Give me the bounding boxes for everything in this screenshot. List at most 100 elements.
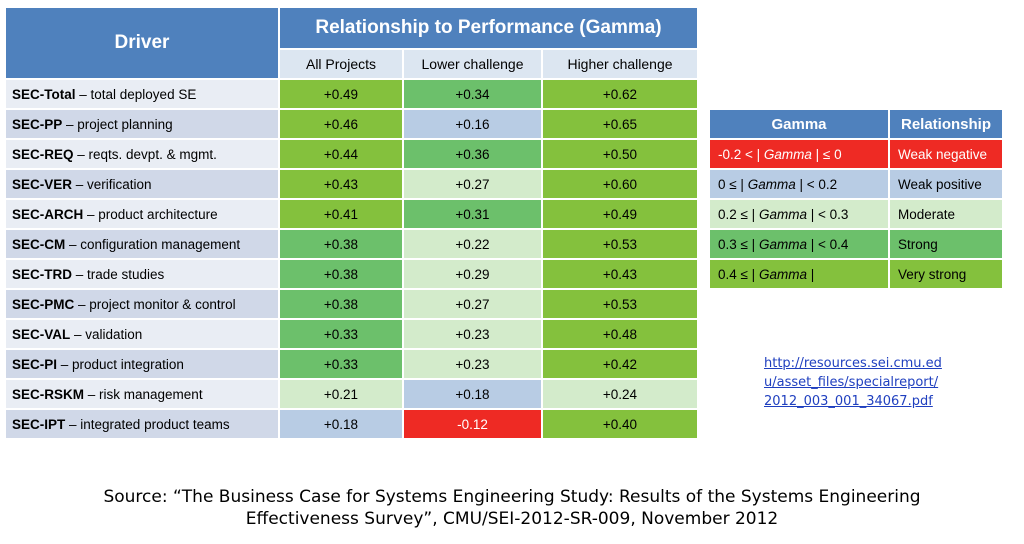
column-header-higher-challenge: Higher challenge bbox=[543, 50, 697, 78]
gamma-value-cell: +0.22 bbox=[404, 230, 541, 258]
gamma-value-cell: +0.44 bbox=[280, 140, 402, 168]
driver-code: SEC-ARCH bbox=[12, 206, 84, 222]
legend-range: 0 ≤ | Gamma | < 0.2 bbox=[710, 170, 888, 198]
driver-cell: SEC-CM – configuration management bbox=[6, 230, 278, 258]
source-citation: Source: “The Business Case for Systems E… bbox=[0, 486, 1024, 530]
driver-cell: SEC-PI – product integration bbox=[6, 350, 278, 378]
gamma-value-cell: +0.43 bbox=[280, 170, 402, 198]
column-header-lower-challenge: Lower challenge bbox=[404, 50, 541, 78]
driver-description: – reqts. devpt. & mgmt. bbox=[73, 146, 217, 162]
driver-code: SEC-VAL bbox=[12, 326, 71, 342]
source-link[interactable]: http://resources.sei.cmu.ed u/asset_file… bbox=[764, 354, 964, 411]
legend-relationship: Strong bbox=[890, 230, 1002, 258]
driver-description: – total deployed SE bbox=[75, 86, 197, 102]
gamma-value-cell: +0.36 bbox=[404, 140, 541, 168]
table-row: SEC-Total – total deployed SE +0.49 +0.34 +… bbox=[6, 80, 697, 108]
gamma-value-cell: +0.46 bbox=[280, 110, 402, 138]
legend-relationship: Weak negative bbox=[890, 140, 1002, 168]
gamma-value-cell: -0.12 bbox=[404, 410, 541, 438]
source-link-line-1[interactable]: http://resources.sei.cmu.ed bbox=[764, 356, 942, 371]
driver-code: SEC-REQ bbox=[12, 146, 74, 162]
gamma-value-cell: +0.38 bbox=[280, 290, 402, 318]
gamma-value-cell: +0.16 bbox=[404, 110, 541, 138]
gamma-value-cell: +0.60 bbox=[543, 170, 697, 198]
legend-row: 0.2 ≤ | Gamma | < 0.3 Moderate bbox=[710, 200, 1002, 228]
gamma-value-cell: +0.50 bbox=[543, 140, 697, 168]
legend-range-suffix: | bbox=[806, 266, 815, 282]
gamma-value-cell: +0.18 bbox=[404, 380, 541, 408]
driver-description: – product integration bbox=[57, 356, 184, 372]
source-citation-line-2: Effectiveness Survey”, CMU/SEI-2012-SR-0… bbox=[245, 509, 779, 529]
gamma-value-cell: +0.34 bbox=[404, 80, 541, 108]
gamma-value-cell: +0.38 bbox=[280, 260, 402, 288]
table-row: SEC-PMC – project monitor & control +0.38… bbox=[6, 290, 697, 318]
legend-range-variable: Gamma bbox=[758, 236, 807, 252]
gamma-value-cell: +0.38 bbox=[280, 230, 402, 258]
legend-relationship: Very strong bbox=[890, 260, 1002, 288]
gamma-value-cell: +0.40 bbox=[543, 410, 697, 438]
driver-description: – product architecture bbox=[83, 206, 218, 222]
driver-description: – integrated product teams bbox=[65, 416, 230, 432]
legend-range-variable: Gamma bbox=[747, 176, 796, 192]
source-link-line-3[interactable]: 2012_003_001_34067.pdf bbox=[764, 394, 933, 409]
table-row: SEC-IPT – integrated product teams +0.18-… bbox=[6, 410, 697, 438]
legend-row: -0.2 < | Gamma | ≤ 0 Weak negative bbox=[710, 140, 1002, 168]
driver-description: – verification bbox=[72, 176, 152, 192]
driver-code: SEC-CM bbox=[12, 236, 66, 252]
driver-cell: SEC-TRD – trade studies bbox=[6, 260, 278, 288]
gamma-value-cell: +0.53 bbox=[543, 290, 697, 318]
gamma-value-cell: +0.41 bbox=[280, 200, 402, 228]
legend-range-prefix: -0.2 < | bbox=[718, 146, 764, 162]
legend-range-suffix: | < 0.4 bbox=[806, 236, 849, 252]
driver-cell: SEC-IPT – integrated product teams bbox=[6, 410, 278, 438]
gamma-value-cell: +0.27 bbox=[404, 290, 541, 318]
table-row: SEC-ARCH – product architecture +0.41 +0.3… bbox=[6, 200, 697, 228]
legend-range-suffix: | ≤ 0 bbox=[811, 146, 842, 162]
source-link-line-2[interactable]: u/asset_files/specialreport/ bbox=[764, 375, 939, 390]
legend-range: 0.3 ≤ | Gamma | < 0.4 bbox=[710, 230, 888, 258]
gamma-value-cell: +0.24 bbox=[543, 380, 697, 408]
legend-header-gamma: Gamma bbox=[710, 110, 888, 138]
table-row: SEC-TRD – trade studies +0.38 +0.29 +0.43 bbox=[6, 260, 697, 288]
gamma-value-cell: +0.49 bbox=[280, 80, 402, 108]
relationship-header: Relationship to Performance (Gamma) bbox=[280, 8, 697, 48]
table-row: SEC-PI – product integration +0.33 +0.23 +0… bbox=[6, 350, 697, 378]
legend-range-variable: Gamma bbox=[763, 146, 812, 162]
legend-range: 0.4 ≤ | Gamma | bbox=[710, 260, 888, 288]
table-row: SEC-RSKM – risk management +0.21 +0.18 +0.2… bbox=[6, 380, 697, 408]
gamma-value-cell: +0.62 bbox=[543, 80, 697, 108]
driver-code: SEC-PP bbox=[12, 116, 63, 132]
legend-range-suffix: | < 0.2 bbox=[795, 176, 838, 192]
table-row: SEC-PP – project planning +0.46 +0.16 +0.65 bbox=[6, 110, 697, 138]
gamma-value-cell: +0.31 bbox=[404, 200, 541, 228]
gamma-value-cell: +0.53 bbox=[543, 230, 697, 258]
gamma-value-cell: +0.65 bbox=[543, 110, 697, 138]
driver-description: – project planning bbox=[62, 116, 173, 132]
driver-description: – risk management bbox=[84, 386, 203, 402]
legend-range-suffix: | < 0.3 bbox=[806, 206, 849, 222]
legend-range-prefix: 0 ≤ | bbox=[718, 176, 748, 192]
gamma-value-cell: +0.21 bbox=[280, 380, 402, 408]
legend-range-prefix: 0.2 ≤ | bbox=[718, 206, 759, 222]
legend-relationship: Weak positive bbox=[890, 170, 1002, 198]
driver-header: Driver bbox=[6, 8, 278, 78]
legend-range-prefix: 0.4 ≤ | bbox=[718, 266, 759, 282]
driver-code: SEC-RSKM bbox=[12, 386, 85, 402]
driver-code: SEC-IPT bbox=[12, 416, 66, 432]
legend-range: 0.2 ≤ | Gamma | < 0.3 bbox=[710, 200, 888, 228]
gamma-value-cell: +0.23 bbox=[404, 320, 541, 348]
driver-cell: SEC-REQ – reqts. devpt. & mgmt. bbox=[6, 140, 278, 168]
legend-body: -0.2 < | Gamma | ≤ 0 Weak negative 0 ≤ | G… bbox=[710, 140, 1002, 288]
gamma-value-cell: +0.49 bbox=[543, 200, 697, 228]
driver-description: – project monitor & control bbox=[74, 296, 236, 312]
driver-cell: SEC-PMC – project monitor & control bbox=[6, 290, 278, 318]
gamma-value-cell: +0.27 bbox=[404, 170, 541, 198]
gamma-value-cell: +0.43 bbox=[543, 260, 697, 288]
column-header-all-projects: All Projects bbox=[280, 50, 402, 78]
legend-header-relationship: Relationship bbox=[890, 110, 1002, 138]
table-body: SEC-Total – total deployed SE +0.49 +0.34 +… bbox=[6, 80, 697, 438]
legend-range-variable: Gamma bbox=[758, 266, 807, 282]
gamma-value-cell: +0.42 bbox=[543, 350, 697, 378]
legend-row: 0.3 ≤ | Gamma | < 0.4 Strong bbox=[710, 230, 1002, 258]
driver-code: SEC-TRD bbox=[12, 266, 72, 282]
